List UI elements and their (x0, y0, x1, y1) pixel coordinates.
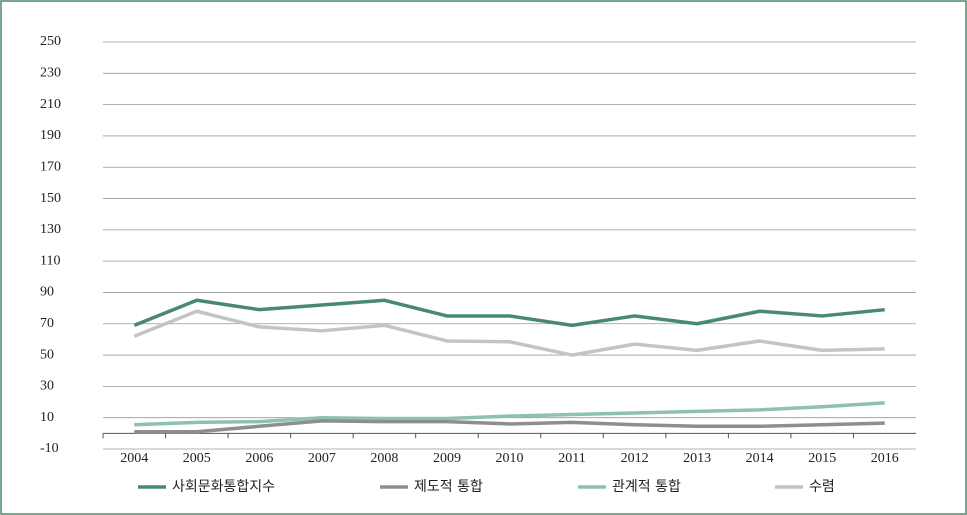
x-tick-label: 2012 (621, 451, 649, 466)
x-tick-label: 2013 (683, 451, 711, 466)
x-tick-label: 2011 (558, 451, 585, 466)
y-tick-label: 130 (40, 222, 61, 237)
y-tick-label: 50 (40, 347, 54, 362)
legend-label: 수렴 (809, 479, 835, 495)
y-tick-label: 170 (40, 159, 61, 174)
y-tick-label: 10 (40, 410, 54, 425)
y-tick-label: 70 (40, 316, 54, 331)
series-line (133, 309, 885, 357)
x-tick-label: 2008 (370, 451, 398, 466)
y-tick-label: 90 (40, 285, 54, 300)
x-tick-label: 2004 (120, 451, 148, 466)
y-tick-label: 30 (40, 379, 54, 394)
x-tick-label: 2006 (245, 451, 273, 466)
legend-label: 제도적 통합 (414, 479, 483, 495)
y-tick-label: 210 (40, 97, 61, 112)
legend-label: 사회문화통합지수 (172, 479, 275, 495)
y-tick-label: 250 (40, 34, 61, 49)
legend-label: 관계적 통합 (612, 479, 681, 495)
y-tick-label: 110 (40, 253, 60, 268)
x-tick-label: 2015 (808, 451, 836, 466)
x-tick-label: 2014 (746, 451, 774, 466)
x-tick-label: 2009 (433, 451, 461, 466)
series-line (133, 298, 885, 328)
y-tick-label: -10 (40, 441, 59, 456)
series-line (134, 401, 885, 427)
x-tick-label: 2007 (308, 451, 336, 466)
y-tick-label: 190 (40, 128, 61, 143)
x-tick-label: 2005 (183, 451, 211, 466)
series-line (134, 419, 885, 434)
y-tick-label: 230 (40, 66, 61, 81)
x-tick-label: 2016 (871, 451, 899, 466)
x-tick-label: 2010 (496, 451, 524, 466)
y-tick-label: 150 (40, 191, 61, 206)
